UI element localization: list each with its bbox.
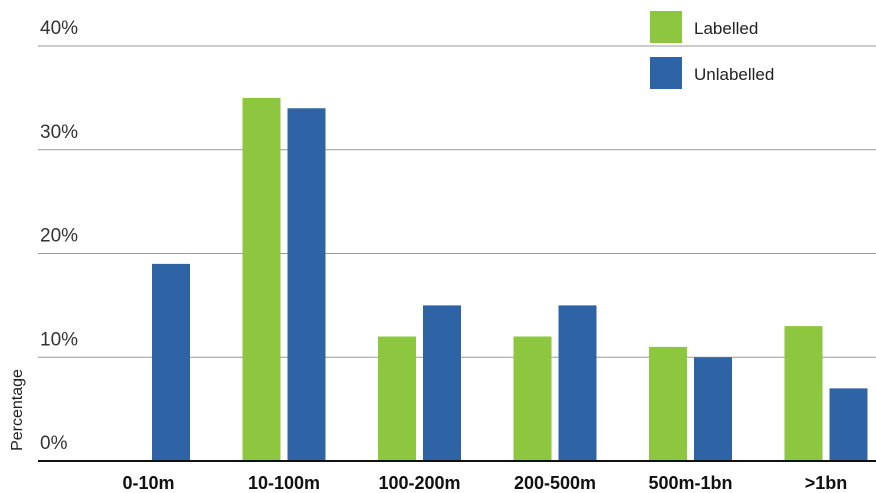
- bar-labelled-5: [784, 326, 823, 461]
- bar-unlabelled-3: [558, 305, 597, 461]
- bar-labelled-3: [513, 336, 552, 461]
- y-tick-label: 0%: [40, 433, 68, 454]
- x-axis-labels: 0-10m 10-100m 100-200m 200-500m 500m-1bn >1bn: [122, 473, 847, 493]
- y-tick-label: 40%: [40, 18, 78, 39]
- y-axis-ticks: 0% 10% 20% 30% 40%: [40, 18, 78, 454]
- x-tick-label: 100-200m: [378, 473, 460, 493]
- legend-swatch-unlabelled: [650, 57, 682, 89]
- x-tick-label: 0-10m: [122, 473, 174, 493]
- bar-labelled-4: [649, 346, 687, 461]
- bars: [152, 97, 868, 461]
- bar-unlabelled-1: [287, 108, 326, 461]
- x-tick-label: 10-100m: [248, 473, 320, 493]
- y-tick-label: 10%: [40, 329, 78, 350]
- legend-swatch-labelled: [650, 11, 682, 43]
- bar-unlabelled-4: [694, 357, 732, 461]
- x-tick-label: >1bn: [805, 473, 848, 493]
- legend: Labelled Unlabelled: [650, 11, 774, 89]
- bar-unlabelled-2: [423, 305, 461, 461]
- bar-unlabelled-0: [152, 263, 190, 461]
- bar-unlabelled-5: [829, 388, 868, 461]
- legend-label-labelled: Labelled: [694, 19, 758, 38]
- y-tick-label: 30%: [40, 122, 78, 143]
- bar-labelled-2: [378, 336, 416, 461]
- y-tick-label: 20%: [40, 226, 78, 247]
- bar-labelled-1: [242, 97, 281, 461]
- x-tick-label: 500m-1bn: [648, 473, 732, 493]
- x-tick-label: 200-500m: [514, 473, 596, 493]
- legend-label-unlabelled: Unlabelled: [694, 65, 774, 84]
- y-axis-label: Percentage: [9, 369, 26, 451]
